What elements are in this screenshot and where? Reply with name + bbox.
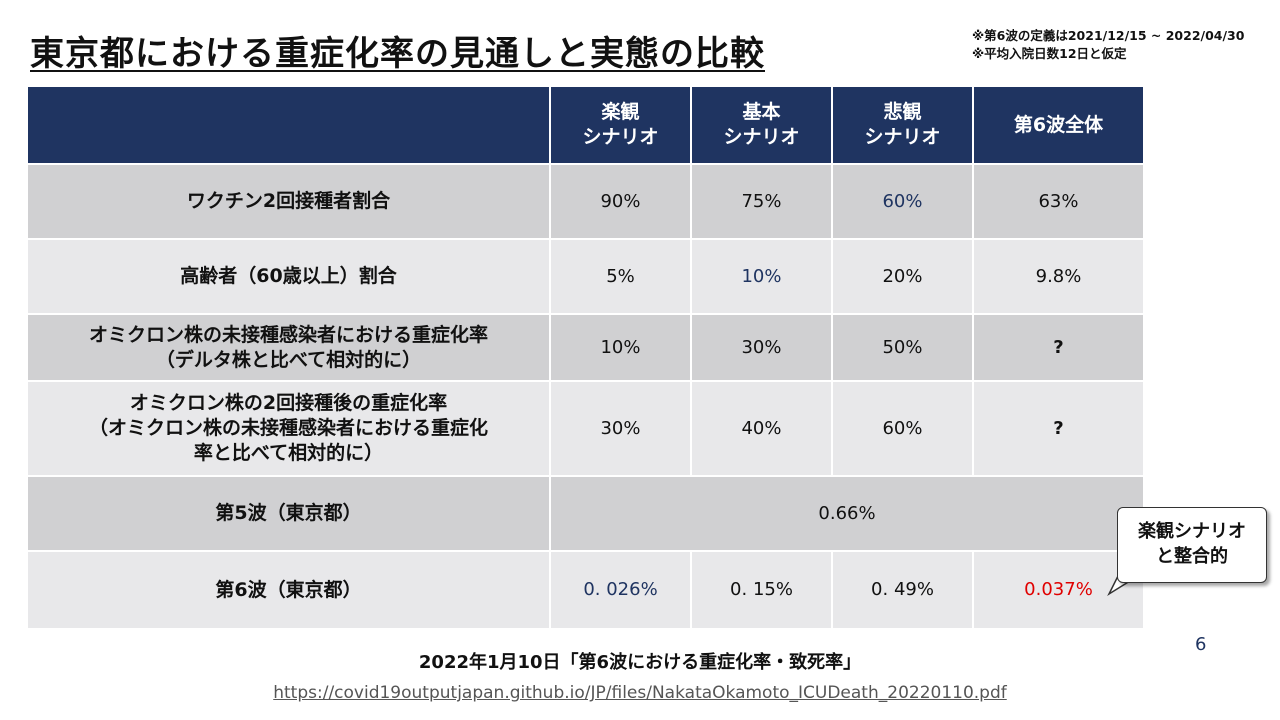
note-hospital-days: ※平均入院日数12日と仮定 (972, 46, 1127, 61)
comparison-table: 楽観 シナリオ 基本 シナリオ 悲観 シナリオ 第6波全体 ワクチン2回接種者割… (26, 85, 1145, 630)
table-cell: 20% (831, 238, 974, 315)
header-blank (26, 85, 551, 165)
header-label: 楽観 シナリオ (582, 101, 659, 148)
page-number: 6 (1195, 634, 1207, 655)
table-cell-unknown: ? (972, 313, 1145, 382)
table-row: 第5波（東京都） 0.66% (26, 475, 1145, 552)
row-label: オミクロン株の2回接種後の重症化率 （オミクロン株の未接種感染者における重症化 … (26, 380, 551, 477)
table-cell: 10% (549, 313, 692, 382)
table-row: オミクロン株の2回接種後の重症化率 （オミクロン株の未接種感染者における重症化 … (26, 380, 1145, 477)
callout-box: 楽観シナリオ と整合的 (1117, 507, 1267, 583)
note-wave6-definition: ※第6波の定義は2021/12/15 ~ 2022/04/30 (972, 28, 1245, 43)
source-title: 2022年1月10日「第6波における重症化率・致死率」 (418, 652, 862, 673)
header-pessimistic: 悲観 シナリオ (831, 85, 974, 165)
slide-title: 東京都における重症化率の見通しと実態の比較 (30, 34, 765, 74)
table-row: 高齢者（60歳以上）割合 5% 10% 20% 9.8% (26, 238, 1145, 315)
row-label: オミクロン株の未接種感染者における重症化率 （デルタ株と比べて相対的に） (26, 313, 551, 382)
table-cell: 90% (549, 163, 692, 240)
row-label-text: オミクロン株の2回接種後の重症化率 （オミクロン株の未接種感染者における重症化 … (88, 392, 488, 464)
table-cell: 5% (549, 238, 692, 315)
table-cell-unknown: ? (972, 380, 1145, 477)
table-row: オミクロン株の未接種感染者における重症化率 （デルタ株と比べて相対的に） 10%… (26, 313, 1145, 382)
table-cell: 9.8% (972, 238, 1145, 315)
table-cell: 50% (831, 313, 974, 382)
row-label: 第5波（東京都） (26, 475, 551, 552)
table-cell: 30% (690, 313, 833, 382)
footnotes: ※第6波の定義は2021/12/15 ~ 2022/04/30 ※平均入院日数1… (972, 27, 1244, 63)
table-cell: 0. 49% (831, 550, 974, 630)
row-label: ワクチン2回接種者割合 (26, 163, 551, 240)
table-header-row: 楽観 シナリオ 基本 シナリオ 悲観 シナリオ 第6波全体 (26, 85, 1145, 165)
table-row: 第6波（東京都） 0. 026% 0. 15% 0. 49% 0.037% (26, 550, 1145, 630)
header-optimistic: 楽観 シナリオ (549, 85, 692, 165)
header-label: 第6波全体 (1013, 113, 1104, 136)
table-cell: 63% (972, 163, 1145, 240)
source-link[interactable]: https://covid19outputjapan.github.io/JP/… (273, 683, 1007, 703)
table-cell: 75% (690, 163, 833, 240)
header-label: 悲観 シナリオ (864, 101, 941, 148)
header-label: 基本 シナリオ (723, 101, 800, 148)
table-cell: 60% (831, 380, 974, 477)
row-label: 高齢者（60歳以上）割合 (26, 238, 551, 315)
table-cell: 10% (690, 238, 833, 315)
table-cell: 0. 026% (549, 550, 692, 630)
table-cell: 40% (690, 380, 833, 477)
header-base: 基本 シナリオ (690, 85, 833, 165)
row-label: 第6波（東京都） (26, 550, 551, 630)
table-cell: 30% (549, 380, 692, 477)
row-label-text: オミクロン株の未接種感染者における重症化率 （デルタ株と比べて相対的に） (88, 323, 488, 371)
callout-text: 楽観シナリオ と整合的 (1138, 521, 1246, 567)
merged-cell-wave5: 0.66% (549, 475, 1145, 552)
table-row: ワクチン2回接種者割合 90% 75% 60% 63% (26, 163, 1145, 240)
table-cell: 0. 15% (690, 550, 833, 630)
header-wave6-total: 第6波全体 (972, 85, 1145, 165)
table-cell: 60% (831, 163, 974, 240)
